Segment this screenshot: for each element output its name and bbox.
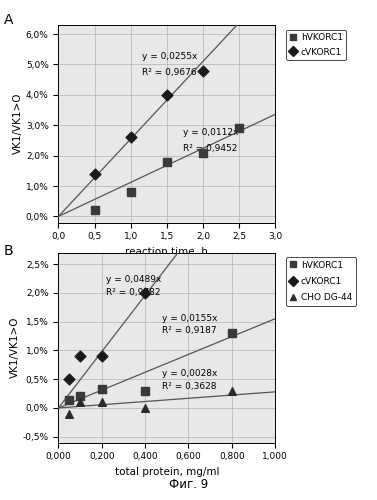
Point [66,396,72,404]
Text: y = 0,0489x: y = 0,0489x [106,275,161,284]
Point [200,148,206,156]
Text: R² = 0,9676: R² = 0,9676 [141,68,196,76]
Text: B: B [4,244,14,258]
Point [236,124,242,132]
Text: A: A [4,12,13,26]
Text: y = 0,0028x: y = 0,0028x [162,369,218,378]
Text: R² = 0,9187: R² = 0,9187 [162,326,217,336]
Point [92,206,98,214]
Point [229,329,235,337]
Point [142,404,148,412]
Point [66,375,72,383]
Legend: hVKORC1, cVKORC1, CHO DG-44: hVKORC1, cVKORC1, CHO DG-44 [286,257,356,306]
Point [77,398,83,406]
Text: R² = 0,9452: R² = 0,9452 [183,144,237,152]
Point [142,289,148,297]
Point [128,188,134,196]
Text: y = 0,0255x: y = 0,0255x [141,52,197,62]
X-axis label: reaction time, h: reaction time, h [126,247,208,257]
Point [164,158,170,166]
Point [99,385,105,393]
Legend: hVKORC1, cVKORC1: hVKORC1, cVKORC1 [286,30,346,60]
Point [164,91,170,99]
Point [77,352,83,360]
Point [142,386,148,394]
Y-axis label: VK1/VK1>O: VK1/VK1>O [13,93,23,154]
Text: Фиг. 9: Фиг. 9 [169,478,208,490]
Text: y = 0,0155x: y = 0,0155x [162,314,218,322]
Point [99,398,105,406]
Point [92,170,98,178]
Point [229,386,235,394]
Point [66,410,72,418]
Y-axis label: VK1/VK1>O: VK1/VK1>O [10,317,20,378]
Point [200,66,206,74]
Point [77,392,83,400]
Point [128,134,134,141]
X-axis label: total protein, mg/ml: total protein, mg/ml [115,467,219,477]
Point [99,352,105,360]
Text: R² = 0,3628: R² = 0,3628 [162,382,217,390]
Text: y = 0,0112x: y = 0,0112x [183,128,238,138]
Text: R² = 0,9782: R² = 0,9782 [106,288,161,297]
